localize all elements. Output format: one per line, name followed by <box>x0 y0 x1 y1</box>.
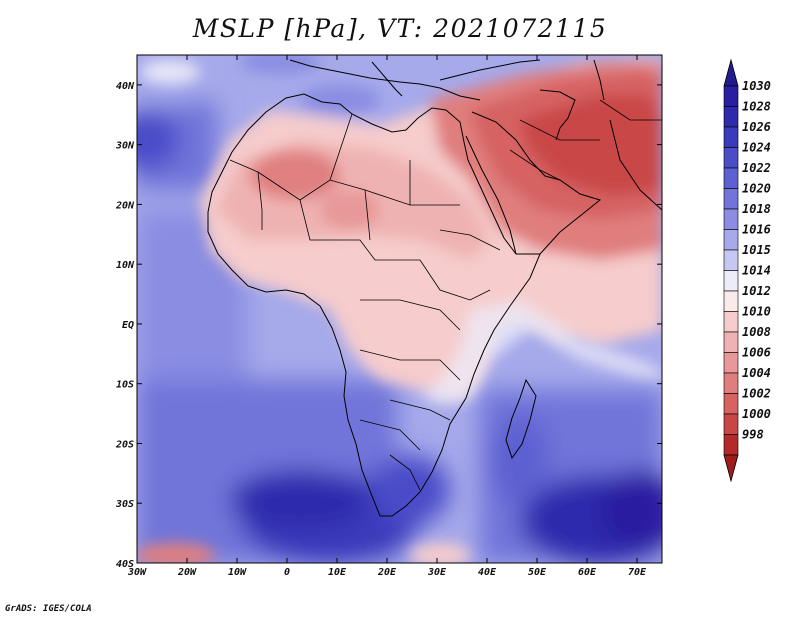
colorbar-swatch <box>723 126 739 148</box>
colorbar-max-arrow <box>723 58 739 87</box>
lat-tick-label: 40S <box>116 559 134 570</box>
colorbar-label: 1014 <box>742 264 771 278</box>
colorbar-label: 1026 <box>742 120 771 134</box>
colorbar-swatch <box>723 208 739 230</box>
axis-ticks: 30W 20W 10W 0 10E 20E 30E 40E 50E 60E 70E 40N 30N 20N… <box>115 55 662 578</box>
colorbar-label: 1008 <box>742 325 771 339</box>
colorbar-swatch <box>723 188 739 210</box>
colorbar-label: 1028 <box>742 100 771 114</box>
lon-tick-label: 20E <box>377 567 397 578</box>
map-title: MSLP [hPa], VT: 2021072115 <box>192 14 608 43</box>
lat-tick-label: 20N <box>115 200 135 211</box>
colorbar-label: 1020 <box>742 182 771 196</box>
colorbar-label: 1024 <box>742 141 771 155</box>
lon-tick-label: 70E <box>628 567 647 578</box>
colorbar: 1030 1028 1026 1024 1022 1020 1018 1016 1015 1014… <box>723 58 771 483</box>
pressure-field <box>137 55 662 563</box>
colorbar-label: 1012 <box>742 284 771 298</box>
country-borders <box>229 99 662 491</box>
colorbar-label: 1004 <box>742 366 771 380</box>
credit-label: GrADS: IGES/COLA <box>5 604 92 614</box>
colorbar-min-arrow <box>723 454 739 483</box>
lat-tick-label: 20S <box>115 439 134 450</box>
colorbar-label: 1015 <box>742 243 771 257</box>
colorbar-label: 1006 <box>742 346 771 360</box>
colorbar-label: 1030 <box>742 79 771 93</box>
colorbar-label: 1000 <box>742 407 771 421</box>
colorbar-swatch <box>723 229 739 251</box>
lon-tick-label: 10E <box>328 567 347 578</box>
lat-tick-label: 40N <box>116 81 135 92</box>
lon-tick-label: 0 <box>284 567 290 578</box>
colorbar-swatch <box>723 270 739 292</box>
lat-tick-label: 30S <box>115 499 134 510</box>
colorbar-swatch <box>723 352 739 374</box>
lat-tick-label: 10S <box>116 380 134 391</box>
colorbar-swatch <box>723 106 739 128</box>
colorbar-swatch <box>723 290 739 312</box>
colorbar-label: 1010 <box>742 305 771 319</box>
lat-tick-label: 30N <box>115 141 135 152</box>
lon-tick-label: 60E <box>578 567 597 578</box>
lon-tick-label: 30E <box>427 567 447 578</box>
colorbar-label: 1016 <box>742 223 771 237</box>
colorbar-label: 1002 <box>742 387 771 401</box>
lat-tick-label: 10N <box>116 260 135 271</box>
plot-frame <box>136 54 663 564</box>
colorbar-label: 1022 <box>742 161 771 175</box>
colorbar-swatch <box>723 372 739 394</box>
colorbar-swatch <box>723 167 739 189</box>
colorbar-swatch <box>723 413 739 435</box>
lon-tick-label: 10W <box>228 567 247 578</box>
colorbar-swatch <box>723 249 739 271</box>
lon-tick-label: 20W <box>177 567 197 578</box>
colorbar-swatch <box>723 311 739 333</box>
colorbar-swatch <box>723 147 739 169</box>
lon-tick-label: 40E <box>478 567 497 578</box>
lat-tick-label: EQ <box>122 320 134 331</box>
colorbar-label: 1018 <box>742 202 771 216</box>
colorbar-swatch <box>723 331 739 353</box>
colorbar-label: 998 <box>742 428 764 442</box>
colorbar-swatch <box>723 85 739 107</box>
lon-tick-label: 50E <box>528 567 547 578</box>
lon-tick-label: 30W <box>127 567 147 578</box>
colorbar-swatch <box>723 434 739 456</box>
colorbar-swatch <box>723 393 739 415</box>
